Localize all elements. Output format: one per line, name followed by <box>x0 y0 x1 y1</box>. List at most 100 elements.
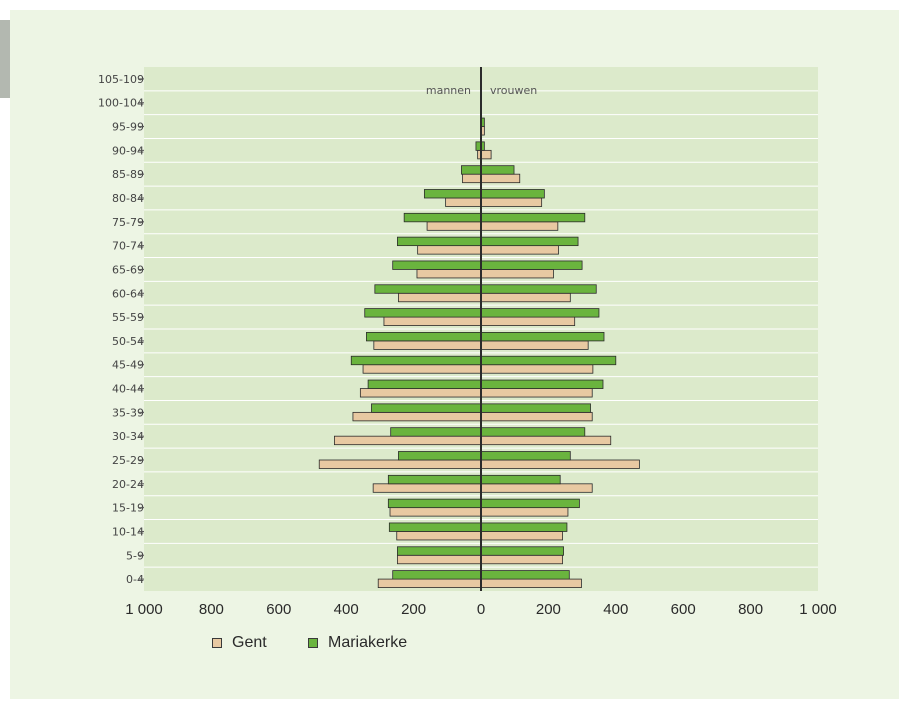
bar-gent-men <box>416 269 482 279</box>
y-tick-label: 15-19 <box>112 502 144 515</box>
y-tick-label: 40-44 <box>112 383 144 396</box>
bar-gent-men <box>462 173 482 184</box>
x-tick-label: 600 <box>266 601 291 618</box>
bar-gent-men <box>397 554 482 565</box>
bar-gent-men <box>426 221 482 231</box>
bar-mariakerke-men <box>392 260 482 270</box>
x-tick-label: 800 <box>738 601 763 618</box>
bar-mariakerke-women <box>480 498 580 509</box>
bar-mariakerke-women <box>480 189 545 199</box>
bar-mariakerke-men <box>387 474 482 485</box>
y-tick-label: 25-29 <box>112 454 144 467</box>
x-tick-label: 800 <box>199 601 224 618</box>
bar-mariakerke-men <box>397 236 482 247</box>
bar-mariakerke-women <box>480 332 605 342</box>
y-tick-label: 85-89 <box>112 168 144 181</box>
bar-gent-women <box>480 197 543 207</box>
bar-gent-men <box>377 578 482 588</box>
bar-gent-men <box>362 364 482 374</box>
bar-gent-women <box>480 245 559 255</box>
bar-gent-women <box>480 316 576 326</box>
bar-mariakerke-men <box>403 212 482 223</box>
y-tick-label: 50-54 <box>112 335 144 348</box>
bar-mariakerke-women <box>480 474 561 485</box>
y-tick-label: 55-59 <box>112 311 144 324</box>
bar-gent-men <box>334 435 482 446</box>
bar-gent-men <box>352 411 482 422</box>
bar-mariakerke-women <box>480 403 591 413</box>
bar-gent-women <box>480 411 593 422</box>
x-tick-label: 200 <box>401 601 426 618</box>
y-axis-labels: 0-4 5-9 10-14 15-19 20-24 25-29 30-34 35-39 40-4… <box>98 73 144 586</box>
bar-mariakerke-men <box>374 284 482 294</box>
bar-mariakerke-men <box>390 427 482 437</box>
y-tick-label: 45-49 <box>112 359 144 372</box>
legend-item-gent: Gent <box>212 634 267 652</box>
bar-gent-women <box>480 269 554 279</box>
bar-gent-men <box>372 483 482 493</box>
bar-mariakerke-men <box>366 332 482 342</box>
bar-gent-women <box>480 507 569 517</box>
x-axis-labels: 1 000 800 600 400 200 0 200 400 600 800 1 000 <box>125 601 837 618</box>
legend-swatch-mariakerke <box>308 638 318 648</box>
bar-gent-women <box>480 221 559 231</box>
label-vrouwen: vrouwen <box>490 84 537 97</box>
bar-gent-women <box>480 292 571 303</box>
label-mannen: mannen <box>426 84 471 97</box>
bar-gent-women <box>480 364 594 374</box>
bar-gent-women <box>480 578 582 588</box>
bar-gent-women <box>480 340 589 350</box>
bar-mariakerke-women <box>480 570 570 580</box>
y-tick-label: 80-84 <box>112 192 144 205</box>
bar-gent-men <box>318 459 482 469</box>
y-tick-label: 30-34 <box>112 430 144 443</box>
bar-mariakerke-men <box>367 379 482 389</box>
x-tick-label: 200 <box>536 601 561 618</box>
bar-gent-women <box>480 483 593 493</box>
bar-gent-women <box>480 149 492 160</box>
y-tick-label: 35-39 <box>112 406 144 419</box>
bar-mariakerke-women <box>480 260 583 270</box>
bar-mariakerke-men <box>392 570 482 580</box>
y-tick-label: 60-64 <box>112 287 144 300</box>
y-tick-label: 20-24 <box>112 478 144 491</box>
bar-gent-women <box>480 173 521 184</box>
bar-gent-men <box>398 292 482 303</box>
bar-mariakerke-women <box>480 451 571 461</box>
bar-mariakerke-men <box>388 522 482 532</box>
x-tick-label: 400 <box>603 601 628 618</box>
bar-mariakerke-women <box>480 236 579 247</box>
y-tick-label: 75-79 <box>112 216 144 229</box>
bar-gent-women <box>480 459 640 469</box>
bar-mariakerke-men <box>350 355 482 366</box>
x-tick-label: 0 <box>477 601 485 618</box>
y-tick-label: 10-14 <box>112 525 144 538</box>
bar-mariakerke-men <box>423 189 482 199</box>
bar-mariakerke-women <box>480 427 586 437</box>
bar-mariakerke-women <box>480 522 568 532</box>
bar-mariakerke-men <box>397 546 482 556</box>
x-tick-label: 400 <box>334 601 359 618</box>
bar-gent-men <box>417 245 482 255</box>
bar-gent-men <box>373 340 482 350</box>
bars <box>318 117 640 588</box>
y-tick-label: 5-9 <box>126 549 144 562</box>
x-tick-label: 1 000 <box>799 601 837 618</box>
bar-mariakerke-women <box>480 212 586 223</box>
bar-mariakerke-men <box>387 498 482 509</box>
bar-mariakerke-women <box>480 355 617 366</box>
x-tick-label: 600 <box>671 601 696 618</box>
bar-mariakerke-men <box>461 165 482 175</box>
bar-mariakerke-women <box>480 308 600 318</box>
y-tick-label: 0-4 <box>126 573 144 586</box>
bar-gent-women <box>480 531 563 541</box>
bar-gent-men <box>389 507 482 517</box>
legend-label-mariakerke: Mariakerke <box>328 634 408 651</box>
x-tick-label: 1 000 <box>125 601 163 618</box>
y-tick-label: 65-69 <box>112 263 144 276</box>
y-tick-label: 105-109 <box>98 73 144 86</box>
y-tick-label: 95-99 <box>112 121 144 134</box>
bar-mariakerke-women <box>480 284 597 294</box>
side-tab <box>0 20 10 98</box>
